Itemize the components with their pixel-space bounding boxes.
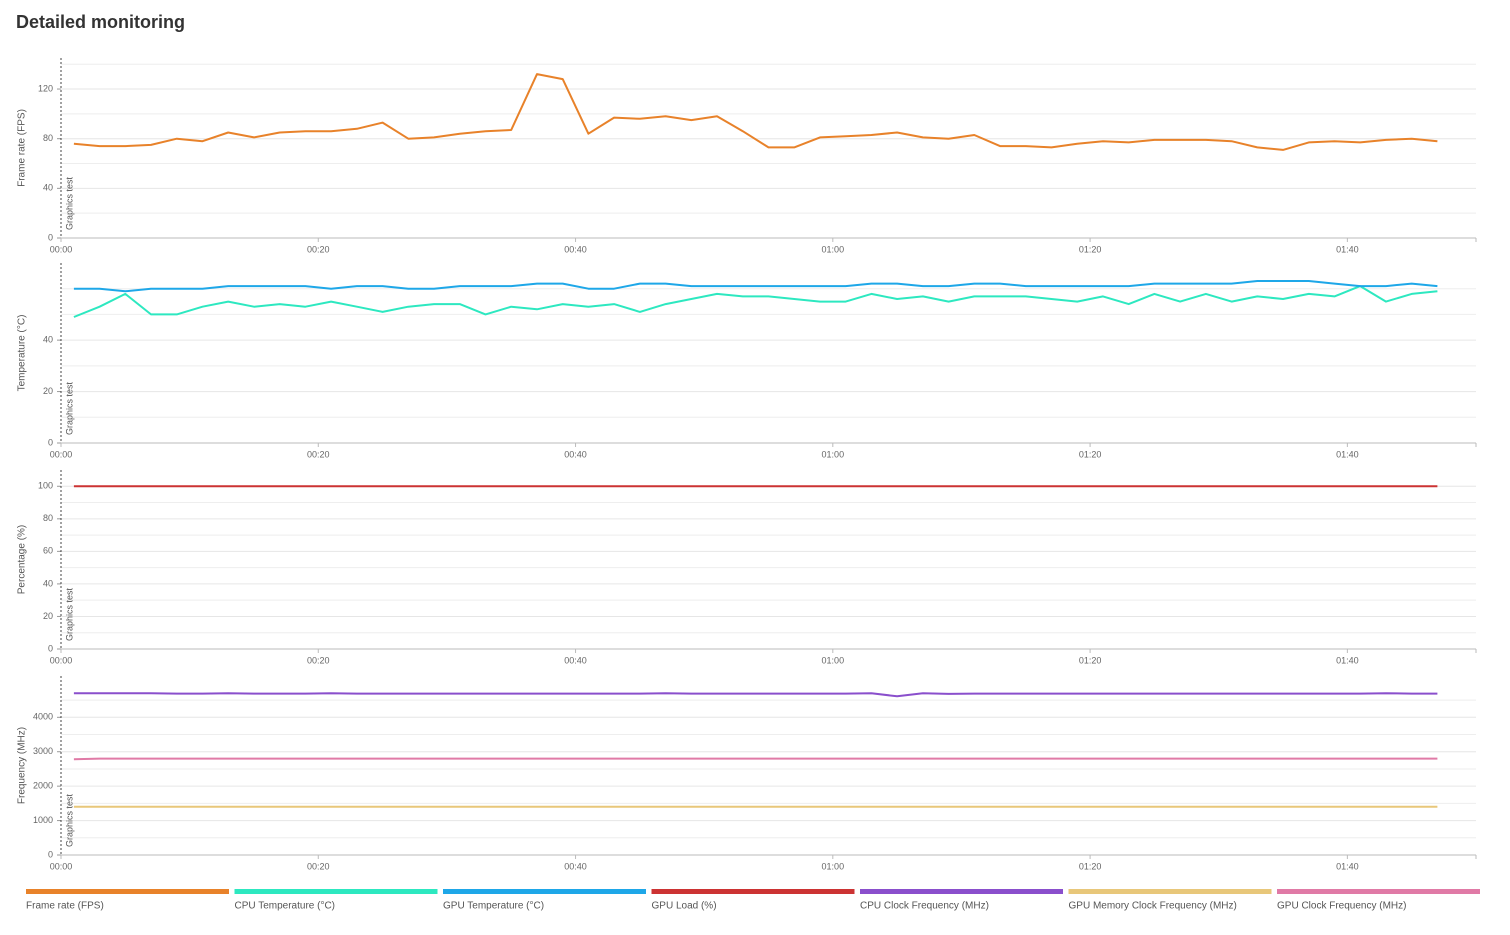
legend-label: Frame rate (FPS) bbox=[26, 901, 104, 912]
x-tick-label: 00:00 bbox=[50, 861, 73, 871]
y-tick-label: 0 bbox=[48, 437, 53, 447]
x-tick-label: 00:40 bbox=[564, 655, 587, 665]
y-tick-label: 120 bbox=[38, 83, 53, 93]
series-line bbox=[73, 692, 1438, 698]
x-tick-label: 00:00 bbox=[50, 449, 73, 459]
event-label: Graphics test bbox=[64, 381, 74, 435]
x-tick-label: 01:00 bbox=[822, 244, 845, 254]
legend-swatch bbox=[1068, 889, 1272, 894]
legend-label: GPU Memory Clock Frequency (MHz) bbox=[1069, 901, 1237, 912]
panel-title: Detailed monitoring bbox=[16, 12, 185, 32]
x-tick-label: 01:20 bbox=[1079, 861, 1102, 871]
y-tick-label: 1000 bbox=[33, 815, 53, 825]
x-tick-label: 01:40 bbox=[1336, 861, 1359, 871]
event-label: Graphics test bbox=[64, 793, 74, 847]
x-tick-label: 01:40 bbox=[1336, 449, 1359, 459]
series-line bbox=[73, 73, 1438, 151]
y-tick-label: 20 bbox=[43, 386, 53, 396]
y-tick-label: 40 bbox=[43, 578, 53, 588]
legend-label: CPU Temperature (°C) bbox=[235, 901, 336, 912]
y-tick-label: 60 bbox=[43, 546, 53, 556]
x-tick-label: 00:40 bbox=[564, 861, 587, 871]
x-tick-label: 01:20 bbox=[1079, 449, 1102, 459]
x-tick-label: 01:40 bbox=[1336, 655, 1359, 665]
y-tick-label: 100 bbox=[38, 481, 53, 491]
legend-swatch bbox=[1277, 889, 1480, 894]
y-axis-label: Percentage (%) bbox=[17, 525, 28, 594]
x-tick-label: 01:40 bbox=[1336, 244, 1359, 254]
y-tick-label: 0 bbox=[48, 232, 53, 242]
y-tick-label: 2000 bbox=[33, 781, 53, 791]
x-tick-label: 01:00 bbox=[822, 861, 845, 871]
event-label: Graphics test bbox=[64, 176, 74, 230]
y-tick-label: 0 bbox=[48, 643, 53, 653]
y-tick-label: 40 bbox=[43, 183, 53, 193]
x-tick-label: 00:00 bbox=[50, 244, 73, 254]
legend-label: GPU Temperature (°C) bbox=[443, 901, 544, 912]
y-axis-label: Frame rate (FPS) bbox=[17, 109, 28, 187]
event-label: Graphics test bbox=[64, 587, 74, 641]
x-tick-label: 01:00 bbox=[822, 655, 845, 665]
x-tick-label: 00:20 bbox=[307, 449, 330, 459]
x-tick-label: 01:20 bbox=[1079, 244, 1102, 254]
y-tick-label: 20 bbox=[43, 611, 53, 621]
legend-swatch bbox=[860, 889, 1063, 894]
legend-label: CPU Clock Frequency (MHz) bbox=[860, 901, 989, 912]
legend-swatch bbox=[234, 889, 438, 894]
y-tick-label: 80 bbox=[43, 513, 53, 523]
x-tick-label: 01:00 bbox=[822, 449, 845, 459]
series-line bbox=[73, 757, 1438, 761]
y-axis-label: Temperature (°C) bbox=[17, 315, 28, 392]
x-tick-label: 00:20 bbox=[307, 655, 330, 665]
legend-swatch bbox=[26, 889, 229, 894]
series-line bbox=[73, 285, 1438, 318]
x-tick-label: 00:20 bbox=[307, 244, 330, 254]
legend-swatch bbox=[443, 889, 646, 894]
series-line bbox=[73, 280, 1438, 293]
x-tick-label: 00:40 bbox=[564, 449, 587, 459]
x-tick-label: 00:40 bbox=[564, 244, 587, 254]
y-tick-label: 3000 bbox=[33, 746, 53, 756]
y-tick-label: 40 bbox=[43, 335, 53, 345]
legend-label: GPU Clock Frequency (MHz) bbox=[1277, 901, 1406, 912]
y-tick-label: 4000 bbox=[33, 712, 53, 722]
y-tick-label: 0 bbox=[48, 849, 53, 859]
x-tick-label: 00:20 bbox=[307, 861, 330, 871]
x-tick-label: 01:20 bbox=[1079, 655, 1102, 665]
y-tick-label: 80 bbox=[43, 133, 53, 143]
y-axis-label: Frequency (MHz) bbox=[17, 727, 28, 804]
legend-swatch bbox=[651, 889, 855, 894]
x-tick-label: 00:00 bbox=[50, 655, 73, 665]
legend-label: GPU Load (%) bbox=[652, 901, 717, 912]
